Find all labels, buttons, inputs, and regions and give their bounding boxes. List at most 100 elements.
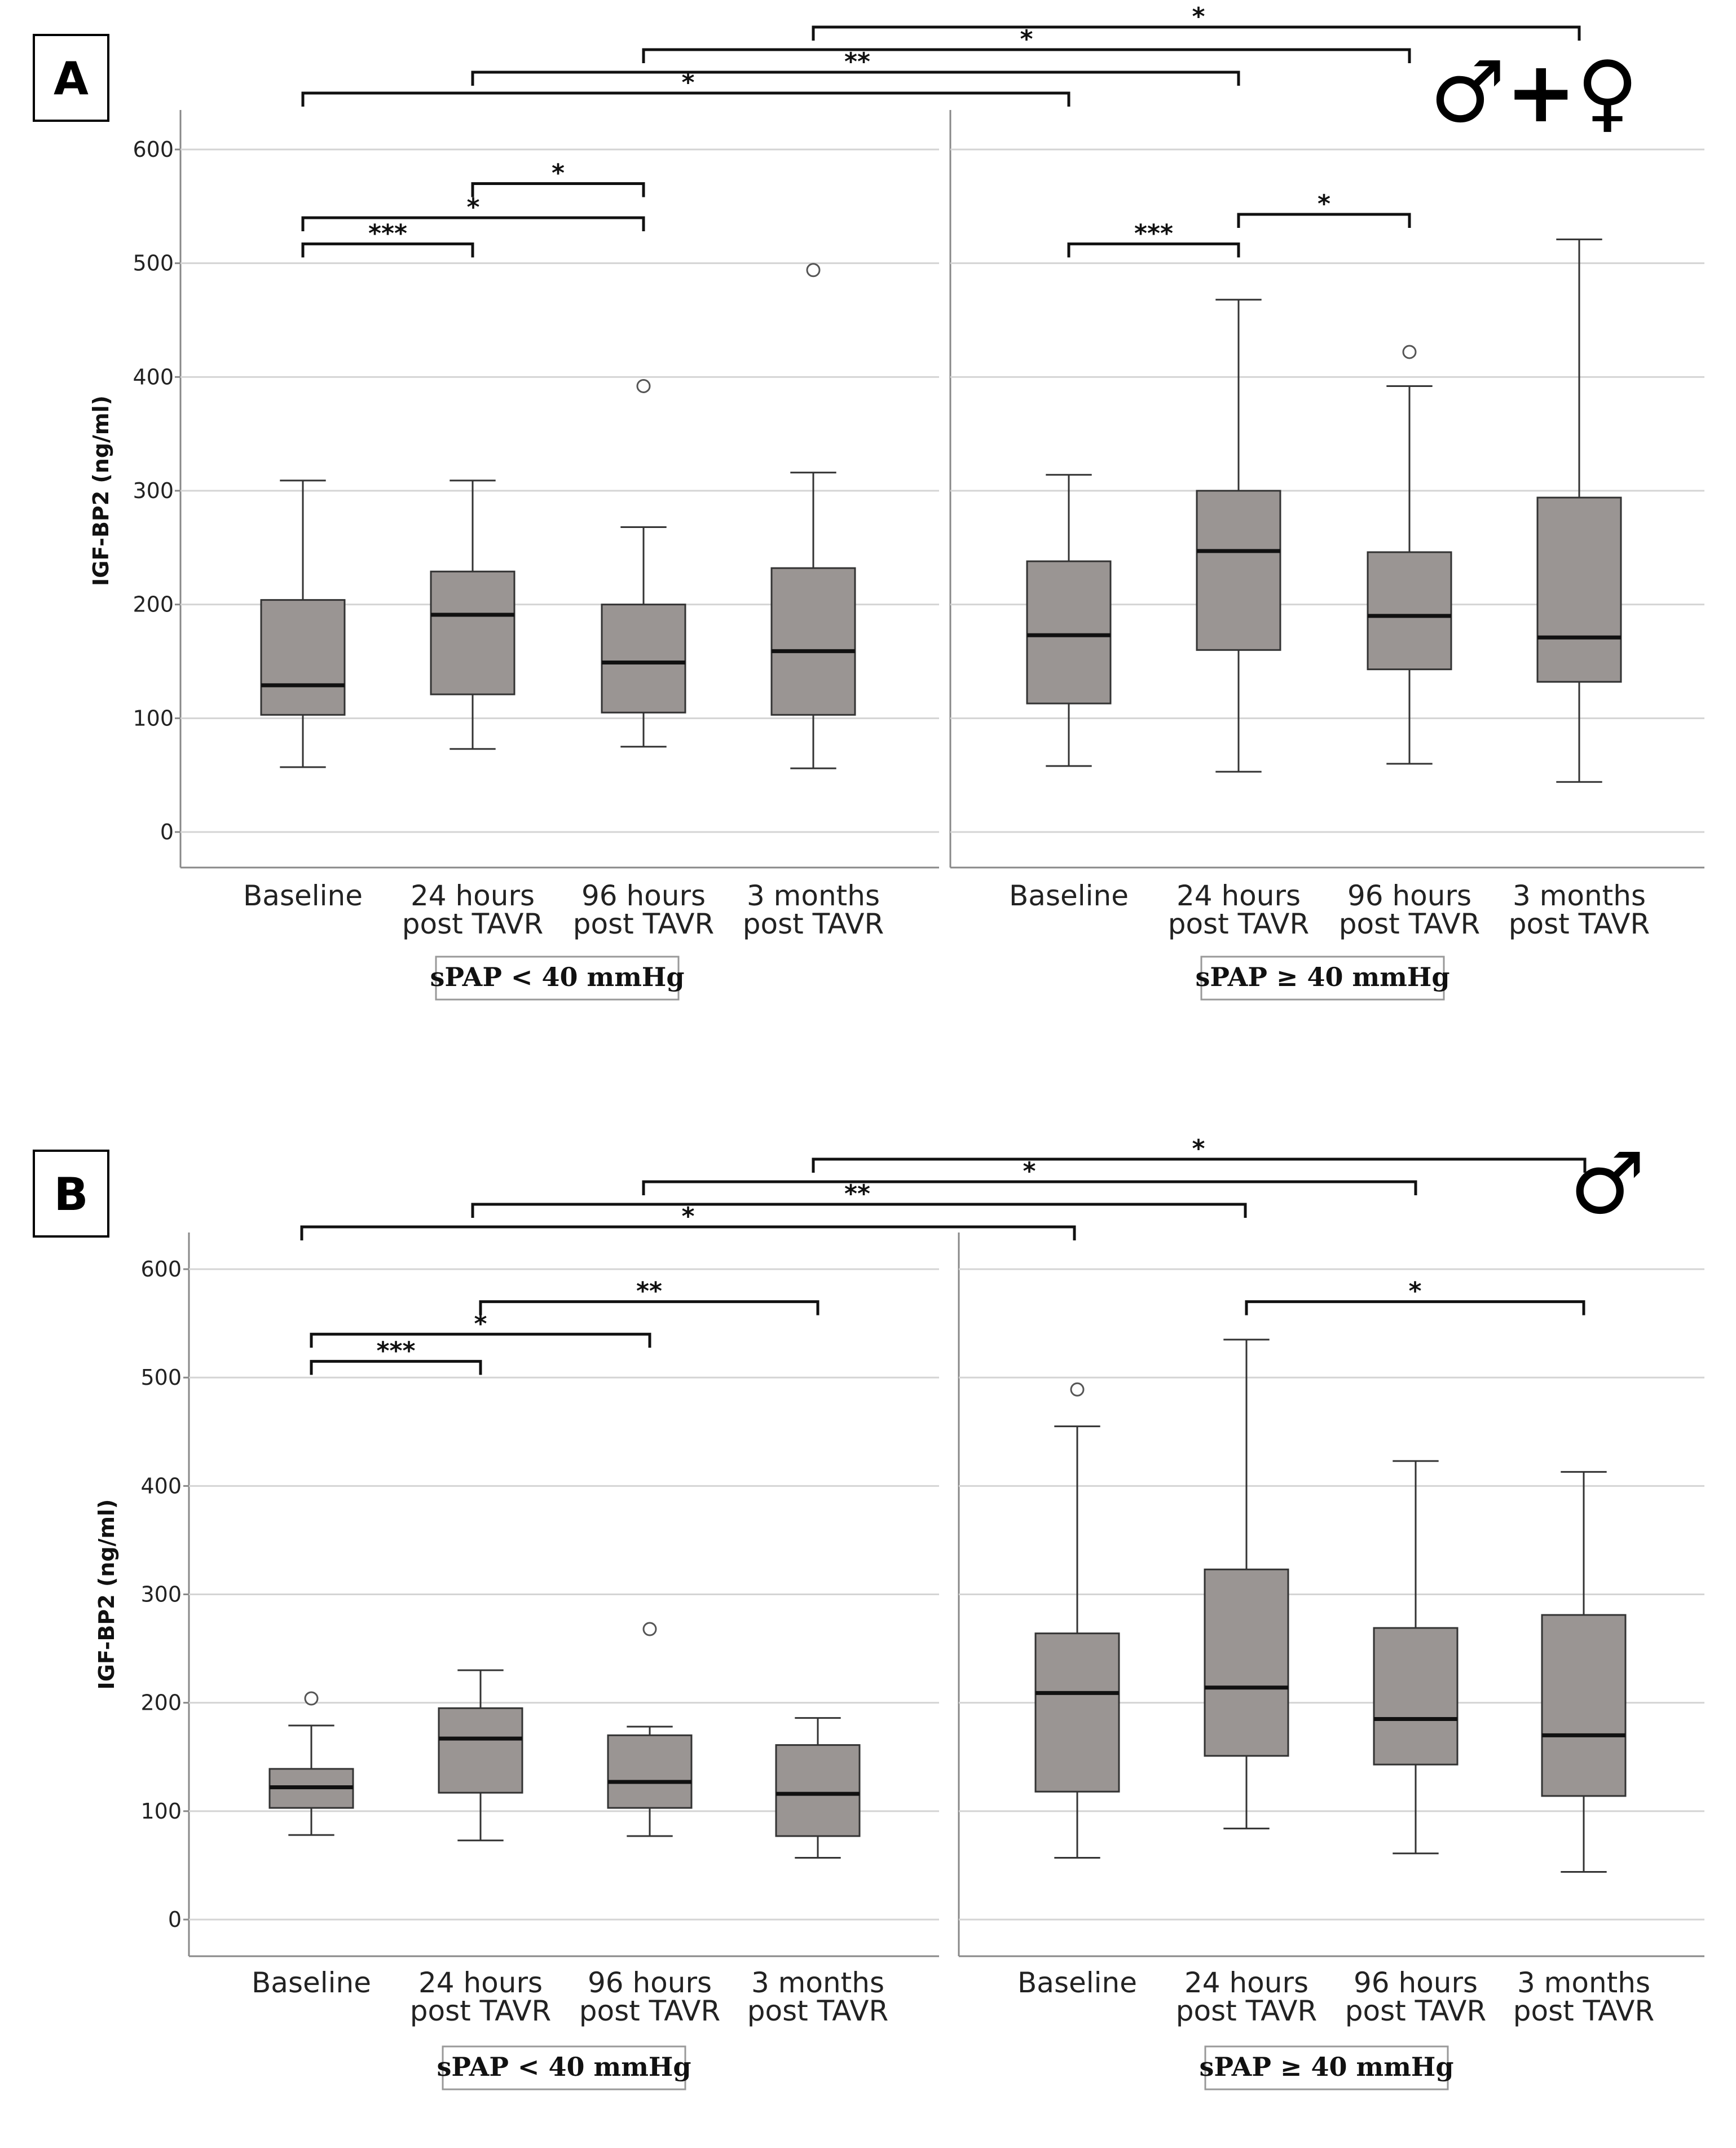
bracket-stars: ** — [636, 1277, 662, 1306]
box-iqr — [1204, 1568, 1289, 1757]
outlier-point — [1070, 1382, 1085, 1397]
bracket-line — [471, 71, 1240, 86]
box-2 — [607, 1622, 693, 1837]
y-tick-label: 500 — [140, 1365, 182, 1390]
bracket-line — [471, 1203, 1247, 1218]
box-2 — [1367, 345, 1452, 765]
group-label-box — [442, 2045, 686, 2090]
group-label-box — [1200, 956, 1445, 1001]
bracket-stars: * — [681, 68, 694, 97]
y-tick-label: 600 — [133, 137, 174, 162]
bracket-line — [471, 182, 645, 197]
significance-bracket: *** — [1067, 219, 1240, 258]
bracket-line — [1237, 213, 1411, 228]
category-label: 24 hours — [1184, 1966, 1308, 1999]
outlier-point — [636, 378, 651, 393]
category-label: 96 hours — [588, 1966, 712, 1999]
bracket-line — [812, 25, 1581, 41]
y-tick-label: 500 — [133, 251, 174, 276]
box-2 — [601, 378, 686, 748]
group-label: sPAP ≥ 40 mmHg — [1200, 2052, 1454, 2082]
box-3 — [1536, 238, 1622, 783]
category-label: post TAVR — [1176, 1995, 1318, 2027]
box-iqr — [607, 1734, 693, 1809]
bracket-stars: * — [1192, 2, 1205, 31]
category-label: post TAVR — [402, 908, 544, 940]
significance-bracket: * — [471, 159, 645, 197]
category-label: post TAVR — [573, 908, 715, 940]
bracket-stars: * — [466, 193, 479, 222]
outlier-point — [806, 263, 821, 278]
bracket-stars: *** — [1134, 219, 1173, 248]
category-label: post TAVR — [1513, 1995, 1655, 2027]
category-label: 3 months — [1517, 1966, 1650, 1999]
bracket-line — [642, 1180, 1417, 1195]
category-label: 96 hours — [1354, 1966, 1478, 1999]
y-tick-label: 200 — [133, 592, 174, 617]
panel-b: B ♂ 0 100 200 300 400 500 600 IGF-BP2 (ng/ml) Base… — [33, 1134, 1704, 2090]
y-tick-label: 300 — [140, 1582, 182, 1607]
bracket-stars: * — [1408, 1277, 1421, 1306]
category-label: 24 hours — [418, 1966, 543, 1999]
box-iqr — [1536, 496, 1622, 683]
significance-bracket: * — [301, 193, 645, 231]
box-1 — [438, 1669, 523, 1842]
box-iqr — [1541, 1614, 1627, 1797]
group-label: sPAP ≥ 40 mmHg — [1196, 962, 1450, 992]
box-0 — [1026, 474, 1112, 767]
category-label: post TAVR — [747, 1995, 889, 2027]
category-label: 3 months — [751, 1966, 884, 1999]
y-tick-label: 600 — [140, 1257, 182, 1282]
y-tick-label: 100 — [140, 1799, 182, 1824]
category-label: 3 months — [747, 879, 880, 912]
box-0 — [1034, 1382, 1120, 1859]
bracket-stars: * — [1318, 190, 1330, 218]
group-label-box — [1204, 2045, 1449, 2090]
box-iqr — [1367, 551, 1452, 671]
category-label: post TAVR — [579, 1995, 721, 2027]
group-label: sPAP < 40 mmHg — [430, 962, 685, 992]
y-tick-label: 200 — [140, 1691, 182, 1715]
cross-bracket: * — [642, 1157, 1417, 1195]
category-label: post TAVR — [1345, 1995, 1487, 2027]
panel-letter-box — [33, 1150, 109, 1238]
category-label: 24 hours — [411, 879, 535, 912]
y-tick-label: 400 — [140, 1473, 182, 1498]
bracket-stars: * — [1023, 1157, 1036, 1186]
box-3 — [1541, 1471, 1627, 1873]
y-tick-label: 100 — [133, 706, 174, 730]
category-label: post TAVR — [1168, 908, 1310, 940]
y-axis-label: IGF-BP2 (ng/ml) — [89, 395, 113, 586]
category-label: post TAVR — [1339, 908, 1481, 940]
significance-bracket: * — [1237, 190, 1411, 228]
box-2 — [1373, 1460, 1459, 1855]
box-iqr — [1026, 560, 1112, 705]
box-iqr — [601, 604, 686, 714]
sex-symbol-icon: ♂+♀ — [1430, 43, 1638, 142]
bracket-stars: *** — [368, 219, 407, 248]
box-3 — [770, 263, 856, 769]
category-label: post TAVR — [410, 1995, 552, 2027]
bracket-stars: * — [1020, 25, 1033, 54]
bracket-stars: * — [1192, 1134, 1205, 1163]
significance-bracket: ** — [479, 1277, 819, 1315]
cross-bracket: * — [300, 1202, 1076, 1240]
significance-bracket: * — [310, 1309, 651, 1348]
bracket-stars: * — [552, 159, 565, 188]
significance-bracket: *** — [310, 1336, 482, 1375]
y-tick-label: 0 — [160, 820, 174, 844]
box-1 — [1204, 1339, 1289, 1830]
bracket-line — [642, 48, 1411, 63]
category-label: post TAVR — [1509, 908, 1650, 940]
category-label: Baseline — [243, 879, 363, 912]
bracket-stars: ** — [844, 1179, 870, 1208]
bracket-stars: *** — [376, 1336, 415, 1365]
bracket-line — [812, 1157, 1587, 1173]
box-iqr — [430, 570, 515, 696]
box-0 — [268, 1691, 354, 1836]
panel-letter: A — [54, 52, 89, 105]
panel-a: A ♂+♀ 0 100 200 300 400 500 600 IGF-BP2 (ng/ml) Ba… — [33, 2, 1704, 1001]
